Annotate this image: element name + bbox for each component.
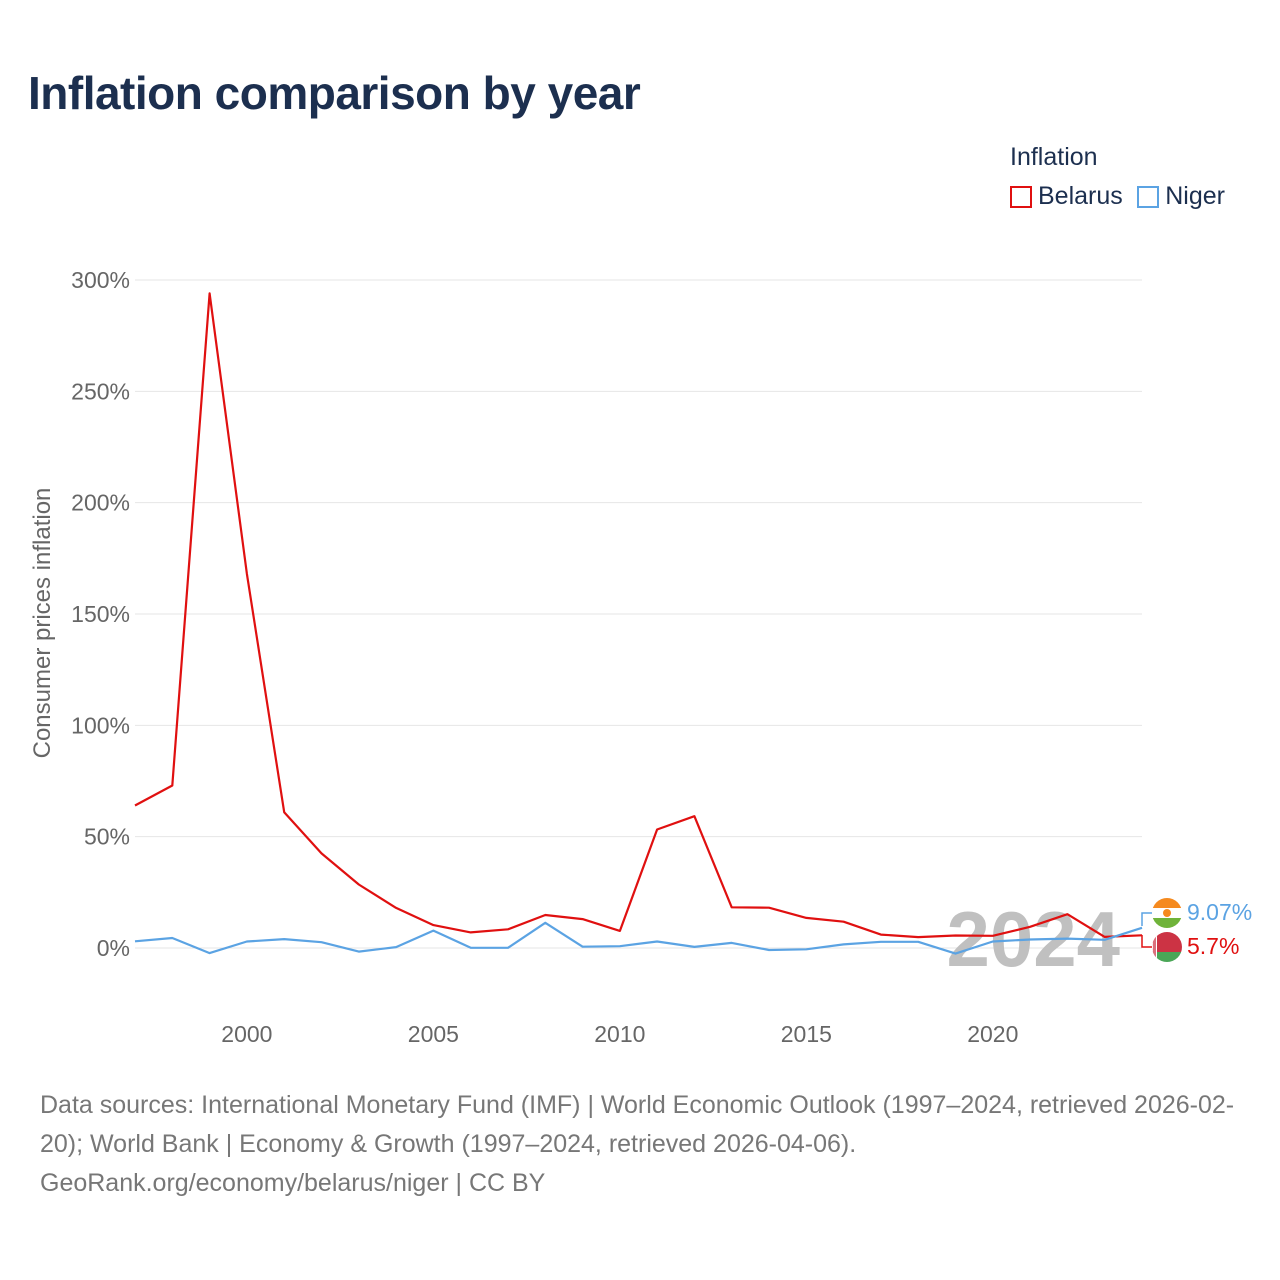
legend-item-belarus[interactable]: Belarus [1010,182,1123,211]
chart-title: Inflation comparison by year [28,67,641,119]
series-line-belarus[interactable] [134,292,1143,939]
data-sources: Data sources: International Monetary Fun… [40,1091,1235,1158]
footer: Data sources: International Monetary Fun… [40,1086,1250,1203]
y-tick-label: 100% [71,712,130,738]
legend-swatch-niger [1137,186,1160,208]
x-tick-label: 2005 [408,1021,459,1047]
y-tick-label: 0% [97,935,130,961]
x-tick-label: 2015 [781,1021,832,1047]
legend-item-niger[interactable]: Niger [1137,182,1225,211]
belarus-flag-icon [1152,932,1182,962]
y-axis-label: Consumer prices inflation [29,488,56,759]
legend-label-niger: Niger [1165,182,1225,210]
niger-flag-icon [1152,898,1182,928]
y-tick-label: 200% [71,490,130,516]
series-line-niger[interactable] [134,921,1143,955]
x-tick-label: 2020 [967,1021,1018,1047]
belarus-end-connector [1141,935,1152,948]
legend: Inflation Belarus Niger [1010,143,1235,211]
belarus-end-value: 5.7% [1187,933,1239,959]
legend-label-belarus: Belarus [1038,182,1123,210]
y-tick-label: 250% [71,378,130,404]
y-tick-label: 300% [71,267,130,293]
niger-end-value: 9.07% [1187,899,1252,925]
legend-swatch-belarus [1010,186,1032,208]
x-tick-label: 2000 [221,1021,272,1047]
y-tick-label: 150% [71,601,130,627]
line-chart: 0% 50% 100% 150% 200% 250% 300% 2000 2005 2010 20… [29,267,1252,1047]
y-tick-label: 50% [84,824,130,850]
x-tick-label: 2010 [594,1021,645,1047]
legend-title: Inflation [1010,143,1098,171]
niger-end-connector [1141,912,1152,926]
credit-link[interactable]: GeoRank.org/economy/belarus/niger | CC B… [40,1169,546,1197]
